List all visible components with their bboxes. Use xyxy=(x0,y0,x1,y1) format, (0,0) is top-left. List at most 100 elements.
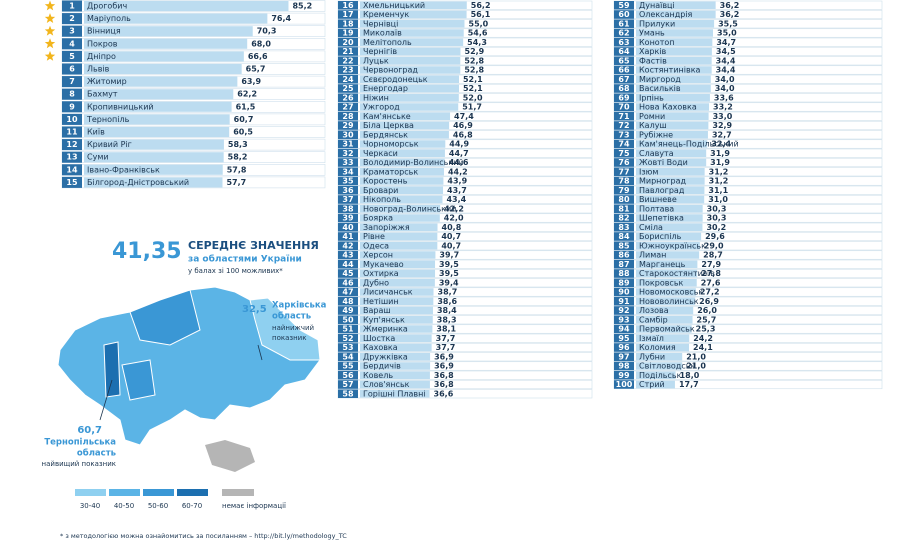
value-label: 39,4 xyxy=(439,278,459,287)
rank-box xyxy=(614,204,634,213)
rank-box xyxy=(614,1,634,10)
row: 31 Чорноморськ 44,9 xyxy=(337,139,593,149)
bar xyxy=(636,140,708,148)
row: 9 Кропивницький 61,5 xyxy=(61,101,326,113)
city-name: Херсон xyxy=(363,251,393,260)
value-label: 40,7 xyxy=(441,241,461,250)
rank: 97 xyxy=(618,352,629,361)
value-label: 42,0 xyxy=(444,214,464,223)
bar xyxy=(636,57,712,65)
city-name: Світловодськ xyxy=(639,362,695,371)
rank: 94 xyxy=(618,325,630,334)
value-label: 57,7 xyxy=(226,178,246,187)
row: 40 Запоріжжя 40,8 xyxy=(337,222,593,232)
rank: 64 xyxy=(618,47,630,56)
row: 53 Каховка 37,7 xyxy=(337,342,593,353)
rank-box xyxy=(338,65,358,75)
row: 65 Фастів 34,4 xyxy=(613,56,883,66)
rank: 23 xyxy=(342,66,353,75)
value-label: 40,8 xyxy=(442,223,462,232)
legend-label: немає інформації xyxy=(222,502,286,510)
row: 36 Бровари 43,7 xyxy=(337,185,593,195)
value-label: 29,0 xyxy=(704,241,724,250)
bar xyxy=(636,20,715,28)
row: 69 Ірпінь 33,6 xyxy=(613,93,883,103)
rank-box xyxy=(614,19,634,28)
row: 32 Черкаси 44,7 xyxy=(337,148,593,158)
bar xyxy=(360,75,459,83)
rank-box xyxy=(614,343,634,352)
value-label: 37,7 xyxy=(436,343,456,352)
value-label: 36,8 xyxy=(434,380,454,389)
row: 96 Коломия 24,1 xyxy=(613,342,883,353)
row: 11 Київ 60,5 xyxy=(61,126,326,138)
row: 35 Коростень 43,9 xyxy=(337,176,593,186)
value-label: 34,4 xyxy=(716,66,736,75)
rank: 22 xyxy=(342,56,353,65)
value-label: 35,0 xyxy=(717,29,737,38)
city-name: Кам'янське xyxy=(363,112,411,121)
row: 39 Боярка 42,0 xyxy=(337,213,593,223)
row: 42 Одеса 40,7 xyxy=(337,241,593,251)
rank: 10 xyxy=(66,115,78,124)
row: 92 Лозова 26,0 xyxy=(613,305,883,316)
value-label: 32,7 xyxy=(712,130,732,139)
bar xyxy=(636,306,694,315)
value-label: 61,5 xyxy=(236,102,256,111)
bar xyxy=(84,13,268,24)
rank-box xyxy=(614,139,634,149)
value-label: 17,7 xyxy=(679,380,699,389)
city-name: Рівне xyxy=(363,232,385,241)
city-name: Дрогобич xyxy=(87,2,127,11)
bar xyxy=(360,214,440,222)
rank-box xyxy=(614,297,634,306)
rank-box xyxy=(62,63,82,75)
city-name: Олександрія xyxy=(639,10,693,19)
rank-box xyxy=(614,47,634,56)
rank-box xyxy=(614,167,634,176)
rank-box xyxy=(338,343,358,352)
bar xyxy=(636,242,700,250)
value-label: 31,2 xyxy=(709,177,729,186)
bar xyxy=(84,127,230,137)
rank-box xyxy=(338,149,358,158)
row: 83 Сміла 30,2 xyxy=(613,222,883,232)
rank: 69 xyxy=(618,93,630,102)
rank-box xyxy=(614,38,634,47)
bar xyxy=(636,195,705,204)
rank: 27 xyxy=(342,103,353,112)
rank-box xyxy=(614,93,634,102)
value-label: 43,4 xyxy=(446,195,466,204)
row: 87 Марганець 27,9 xyxy=(613,259,883,269)
city-name: Фастів xyxy=(639,56,667,65)
rank: 70 xyxy=(618,103,630,112)
rank: 46 xyxy=(342,278,354,287)
bar xyxy=(84,114,230,125)
row: 71 Ромни 33,0 xyxy=(613,111,883,121)
bar xyxy=(360,84,459,93)
rank: 58 xyxy=(342,389,354,398)
rank: 68 xyxy=(618,84,630,93)
rank: 51 xyxy=(342,325,354,334)
rank-box xyxy=(338,84,358,93)
value-label: 30,3 xyxy=(707,204,727,213)
bar xyxy=(360,10,467,19)
bar xyxy=(360,371,430,379)
rank: 11 xyxy=(66,128,78,137)
city-name: Володимир-Волинський xyxy=(363,158,464,167)
city-name: Бориспіль xyxy=(639,232,682,241)
rank: 57 xyxy=(342,380,353,389)
rank-box xyxy=(338,278,358,287)
bar xyxy=(636,149,707,157)
bar xyxy=(360,325,433,333)
value-label: 31,1 xyxy=(708,186,728,195)
value-label: 27,2 xyxy=(700,288,720,297)
city-name: Лисичанськ xyxy=(363,288,413,297)
value-label: 26,9 xyxy=(699,297,719,306)
bar xyxy=(360,269,436,278)
legend-swatch xyxy=(177,489,208,496)
star xyxy=(44,0,56,11)
city-name: Тернопіль xyxy=(86,115,130,124)
